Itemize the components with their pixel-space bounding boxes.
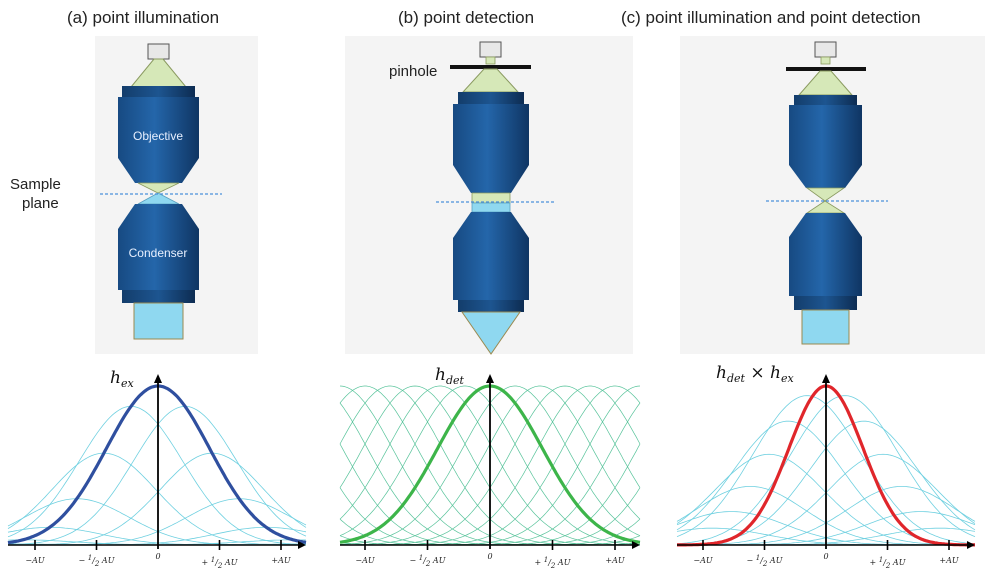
objective-top-ring — [122, 86, 195, 97]
curve-label: hdet — [435, 365, 465, 387]
tick-label-minus-au: −AU — [693, 556, 712, 565]
focus-cone-top — [137, 182, 180, 194]
condenser-lens — [789, 213, 862, 296]
tick-label-zero: 0 — [823, 552, 828, 561]
condenser-label: Condenser — [129, 246, 188, 260]
focus-region-bottom — [471, 202, 511, 213]
illumination-cone — [797, 70, 854, 96]
tick-label-zero: 0 — [487, 552, 492, 561]
tick-label-plus-au: +AU — [605, 556, 624, 565]
plot-a: −AU − 1/2 AU 0 + 1/2 AU +AU hex — [7, 368, 307, 569]
tick-label-plus-au: +AU — [939, 556, 958, 565]
panel-b-diagram: pinhole — [389, 41, 556, 355]
tick-label-minus-half-au: − 1/2 AU — [79, 554, 115, 568]
plot-c: −AU − 1/2 AU 0 + 1/2 AU +AU hdet × hex — [676, 363, 976, 569]
panel-a-diagram: Objective Condenser — [100, 43, 222, 340]
tick-label-minus-au: −AU — [25, 556, 44, 565]
tick-label-zero: 0 — [155, 552, 160, 561]
sample-plane-label: Sample plane — [10, 175, 61, 213]
psf-shifted-curve — [7, 526, 306, 546]
panel-c-diagram — [766, 41, 888, 345]
tick-label-plus-au: +AU — [271, 556, 290, 565]
pinhole-label: pinhole — [389, 63, 437, 80]
plot-b: −AU − 1/2 AU 0 + 1/2 AU +AU hdet — [339, 365, 641, 569]
focus-cone-bottom — [137, 192, 180, 205]
detector-icon — [801, 309, 850, 345]
objective-lens — [789, 105, 862, 188]
focus-cone-bottom — [805, 200, 846, 214]
sample-plane-label-line1: Sample — [10, 176, 61, 193]
detector-icon — [133, 302, 184, 340]
psf-shifted-curve — [8, 526, 307, 546]
psf-shifted-curve — [7, 406, 307, 545]
condenser-lens — [118, 204, 199, 290]
condenser-lens — [453, 212, 529, 300]
curve-label: hex — [110, 368, 134, 390]
wide-field-illumination-cone — [461, 311, 521, 355]
pinhole-aperture — [485, 56, 496, 65]
illumination-cone — [129, 58, 188, 88]
objective-top-ring — [458, 92, 524, 104]
detection-cone — [461, 68, 520, 93]
x-axis-arrow — [967, 541, 975, 549]
tick-label-minus-half-au: − 1/2 AU — [747, 554, 783, 568]
psf-shifted-curve — [7, 405, 307, 545]
tick-label-plus-half-au: + 1/2 AU — [870, 556, 906, 569]
pinhole-aperture — [820, 56, 831, 65]
objective-top-ring — [794, 95, 857, 105]
light-source-icon — [814, 41, 837, 58]
condenser-bottom-ring — [458, 300, 524, 312]
panel-a-title: (a) point illumination — [67, 8, 220, 27]
tick-label-plus-half-au: + 1/2 AU — [535, 556, 571, 569]
sample-plane-label-line2: plane — [22, 195, 59, 212]
panel-b-title: (b) point detection — [398, 8, 535, 27]
objective-lens — [453, 104, 529, 193]
light-source-icon — [479, 41, 502, 58]
psf-main-curve — [7, 384, 307, 545]
curve-label: hdet × hex — [716, 363, 794, 385]
x-axis-arrow — [298, 541, 306, 549]
objective-label: Objective — [133, 129, 183, 143]
y-axis-arrow — [154, 374, 162, 383]
objective-lens — [118, 97, 199, 183]
y-axis-arrow — [822, 374, 830, 383]
condenser-bottom-ring — [122, 290, 195, 303]
tick-label-minus-au: −AU — [355, 556, 374, 565]
focus-cone-top — [805, 187, 846, 202]
y-axis-arrow — [486, 374, 494, 383]
tick-label-plus-half-au: + 1/2 AU — [202, 556, 238, 569]
light-source-icon — [147, 43, 170, 60]
psf-shifted-curve — [7, 452, 307, 546]
x-axis-arrow — [632, 541, 640, 549]
tick-label-minus-half-au: − 1/2 AU — [410, 554, 446, 568]
panel-c-title: (c) point illumination and point detecti… — [621, 8, 921, 27]
condenser-bottom-ring — [794, 296, 857, 310]
psf-shifted-curve — [8, 452, 307, 546]
